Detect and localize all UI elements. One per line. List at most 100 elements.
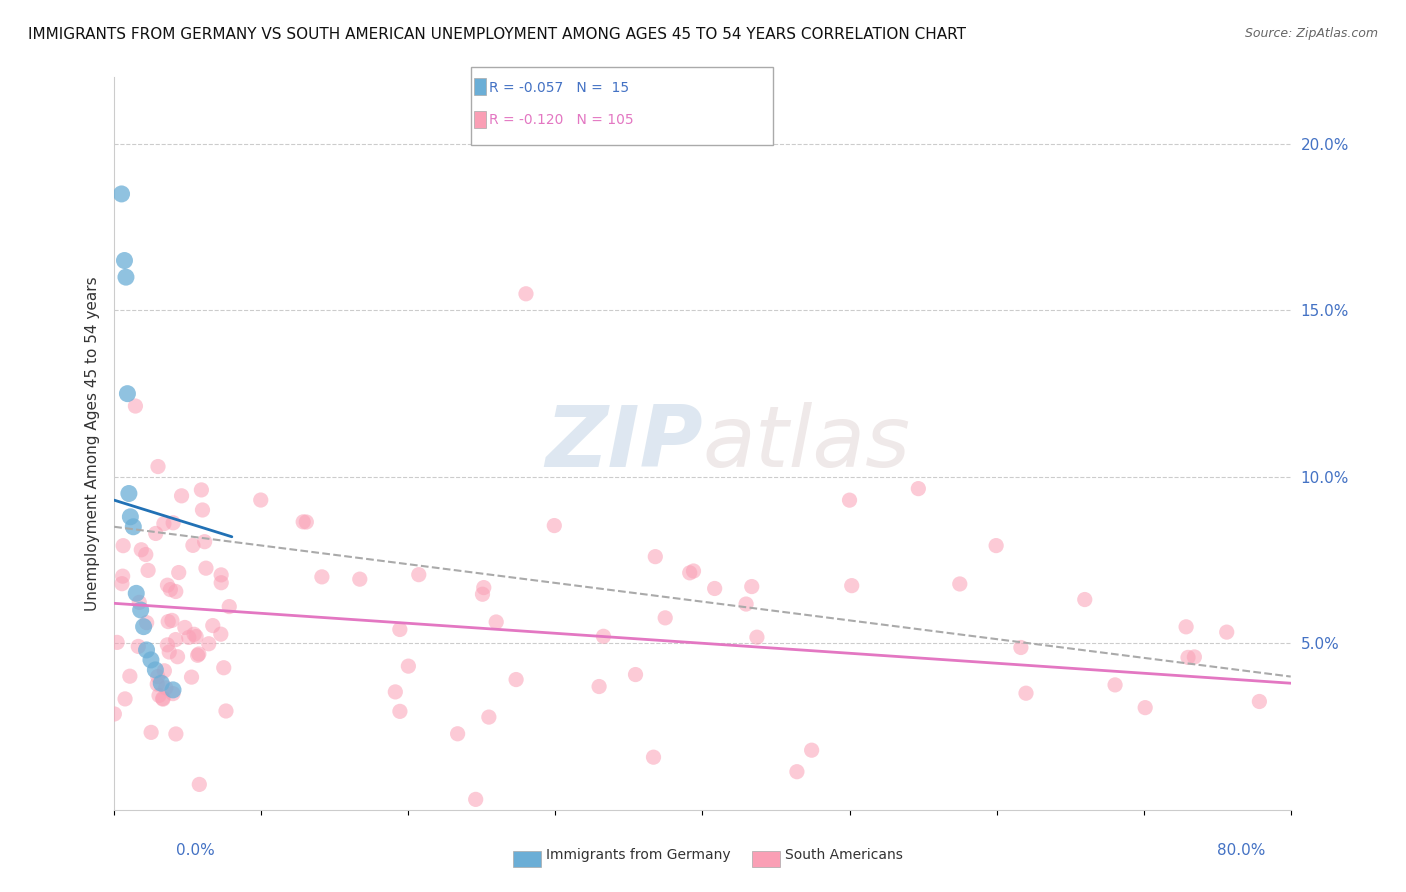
Point — [209, 567, 232, 582]
Point — [129, 542, 152, 557]
Point — [128, 595, 150, 609]
Point — [157, 645, 180, 659]
Point — [295, 515, 318, 529]
Point — [139, 725, 162, 739]
Point — [150, 676, 173, 690]
Point — [146, 459, 169, 474]
Point — [167, 566, 190, 580]
Point — [485, 615, 508, 629]
Point — [165, 584, 187, 599]
Text: atlas: atlas — [703, 402, 911, 485]
Point — [155, 681, 177, 695]
Point — [181, 538, 204, 552]
Point — [212, 661, 235, 675]
Text: Source: ZipAtlas.com: Source: ZipAtlas.com — [1244, 27, 1378, 40]
Point — [152, 692, 174, 706]
Point — [735, 597, 758, 611]
Point — [1074, 592, 1097, 607]
Point — [349, 572, 371, 586]
Point — [135, 643, 157, 657]
Point — [1182, 649, 1205, 664]
Point — [173, 620, 195, 634]
Point — [136, 563, 159, 577]
Point — [1175, 620, 1198, 634]
Point — [157, 615, 180, 629]
Point — [118, 486, 141, 500]
Point — [117, 386, 139, 401]
Point — [115, 270, 138, 285]
Point — [408, 567, 430, 582]
Text: 0.0%: 0.0% — [176, 843, 215, 858]
Point — [682, 564, 704, 578]
Point — [1215, 625, 1237, 640]
Point — [146, 669, 169, 683]
Point — [187, 648, 209, 663]
Point — [741, 580, 763, 594]
Point — [654, 611, 676, 625]
Point — [907, 482, 929, 496]
Point — [292, 515, 315, 529]
Point — [209, 575, 232, 590]
Point — [127, 640, 149, 654]
Point — [745, 630, 768, 644]
Text: R = -0.120   N = 105: R = -0.120 N = 105 — [489, 113, 634, 128]
Point — [170, 489, 193, 503]
Point — [624, 667, 647, 681]
Point — [145, 663, 167, 677]
Point — [110, 186, 132, 201]
Point — [471, 587, 494, 601]
Point — [1249, 694, 1271, 708]
Point — [166, 649, 188, 664]
Point — [543, 518, 565, 533]
Point — [124, 399, 146, 413]
Point — [446, 727, 468, 741]
Point — [191, 503, 214, 517]
Point — [120, 509, 142, 524]
Point — [215, 704, 238, 718]
Text: 80.0%: 80.0% — [1218, 843, 1265, 858]
Point — [505, 673, 527, 687]
Point — [1010, 640, 1032, 655]
Point — [162, 516, 184, 530]
Point — [135, 548, 157, 562]
Point — [588, 680, 610, 694]
Point — [153, 516, 176, 531]
Point — [388, 704, 411, 718]
Point — [786, 764, 808, 779]
Point — [515, 286, 537, 301]
Point — [190, 483, 212, 497]
Text: South Americans: South Americans — [785, 848, 903, 863]
Point — [114, 692, 136, 706]
Text: ZIP: ZIP — [546, 402, 703, 485]
Point — [180, 670, 202, 684]
Point — [644, 549, 666, 564]
Point — [396, 659, 419, 673]
Point — [800, 743, 823, 757]
Point — [156, 638, 179, 652]
Point — [156, 578, 179, 592]
Point — [132, 620, 155, 634]
Point — [388, 623, 411, 637]
Point — [118, 669, 141, 683]
Point — [464, 792, 486, 806]
Text: Immigrants from Germany: Immigrants from Germany — [546, 848, 730, 863]
Point — [183, 627, 205, 641]
Point — [949, 577, 972, 591]
Point — [162, 687, 184, 701]
Point — [177, 631, 200, 645]
Point — [152, 691, 174, 706]
Point — [160, 614, 183, 628]
Point — [114, 253, 136, 268]
Point — [145, 526, 167, 541]
Point — [129, 603, 152, 617]
Point — [643, 750, 665, 764]
Point — [187, 647, 209, 661]
Point — [111, 576, 134, 591]
Point — [218, 599, 240, 614]
Point — [201, 618, 224, 632]
Point — [1177, 650, 1199, 665]
Point — [1104, 678, 1126, 692]
Point — [146, 677, 169, 691]
Point — [162, 682, 184, 697]
Point — [197, 637, 219, 651]
